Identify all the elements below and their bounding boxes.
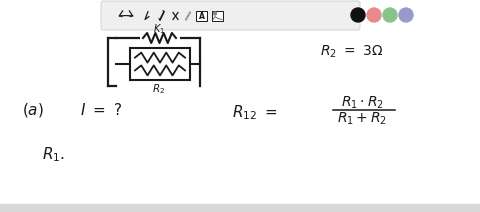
Text: $R_1.$: $R_1.$: [42, 146, 65, 164]
Bar: [212, 11, 223, 21]
Text: $R_{12}\ =$: $R_{12}\ =$: [232, 104, 277, 122]
Bar: [0, 204, 480, 212]
Circle shape: [367, 8, 381, 22]
Bar: [130, 48, 190, 80]
Circle shape: [214, 12, 216, 15]
Circle shape: [351, 8, 365, 22]
Text: $(a)$: $(a)$: [22, 101, 44, 119]
Text: $R_1+R_2$: $R_1+R_2$: [337, 111, 387, 127]
Bar: [196, 11, 207, 21]
Text: $I\ =\ ?$: $I\ =\ ?$: [80, 102, 122, 118]
Circle shape: [383, 8, 397, 22]
Text: $K_1$: $K_1$: [153, 22, 165, 36]
Text: A: A: [199, 12, 204, 21]
Text: $R_2$: $R_2$: [153, 82, 166, 96]
Text: $R_1\cdot R_2$: $R_1\cdot R_2$: [340, 95, 384, 111]
FancyBboxPatch shape: [101, 1, 360, 30]
Circle shape: [399, 8, 413, 22]
Text: $R_2\ =\ 3\Omega$: $R_2\ =\ 3\Omega$: [320, 44, 383, 60]
